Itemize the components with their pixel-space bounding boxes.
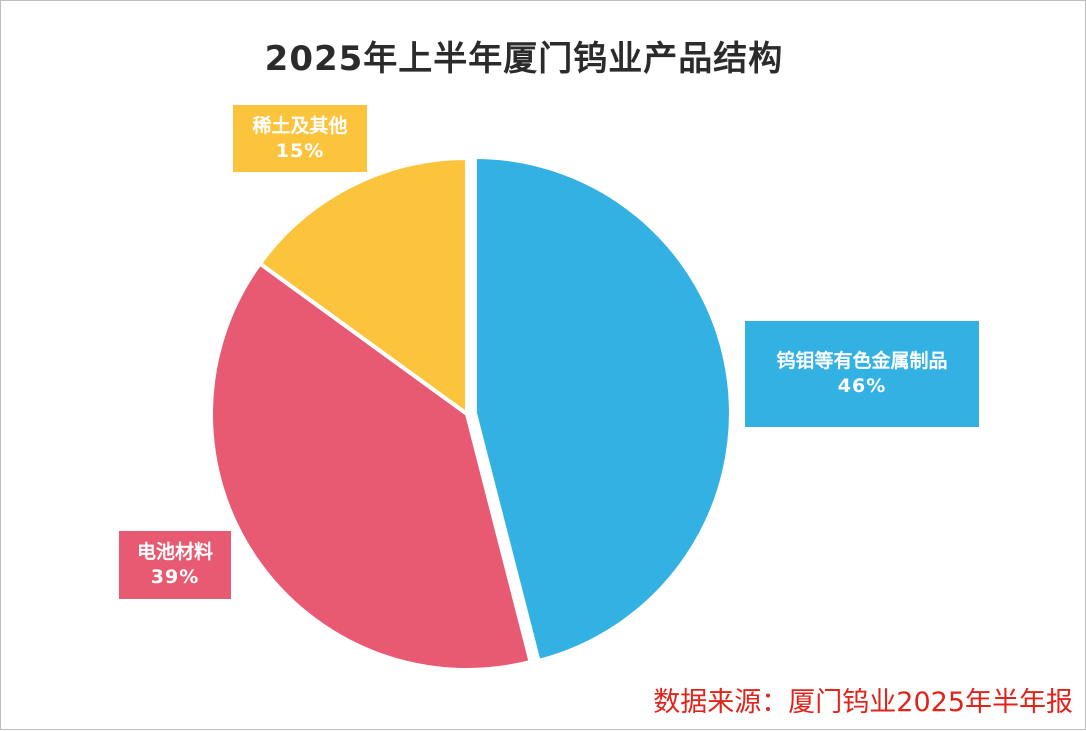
label-tungsten: 钨钼等有色金属制品 46% [745, 321, 979, 427]
label-tungsten-percent: 46% [837, 375, 887, 397]
data-source-note: 数据来源：厦门钨业2025年半年报 [653, 687, 1073, 718]
label-rare-earth: 稀土及其他 15% [233, 105, 367, 172]
label-battery: 电池材料 39% [119, 531, 231, 599]
label-rare-earth-percent: 15% [275, 139, 325, 162]
slice-rare-earth [257, 156, 469, 416]
label-battery-percent: 39% [150, 566, 200, 588]
slice-tungsten [472, 154, 733, 663]
chart-title: 2025年上半年厦门钨业产品结构 [264, 39, 784, 79]
label-tungsten-name: 钨钼等有色金属制品 [776, 350, 948, 373]
label-battery-name: 电池材料 [136, 541, 213, 564]
slice-battery [209, 261, 533, 672]
label-rare-earth-name: 稀土及其他 [252, 114, 348, 137]
